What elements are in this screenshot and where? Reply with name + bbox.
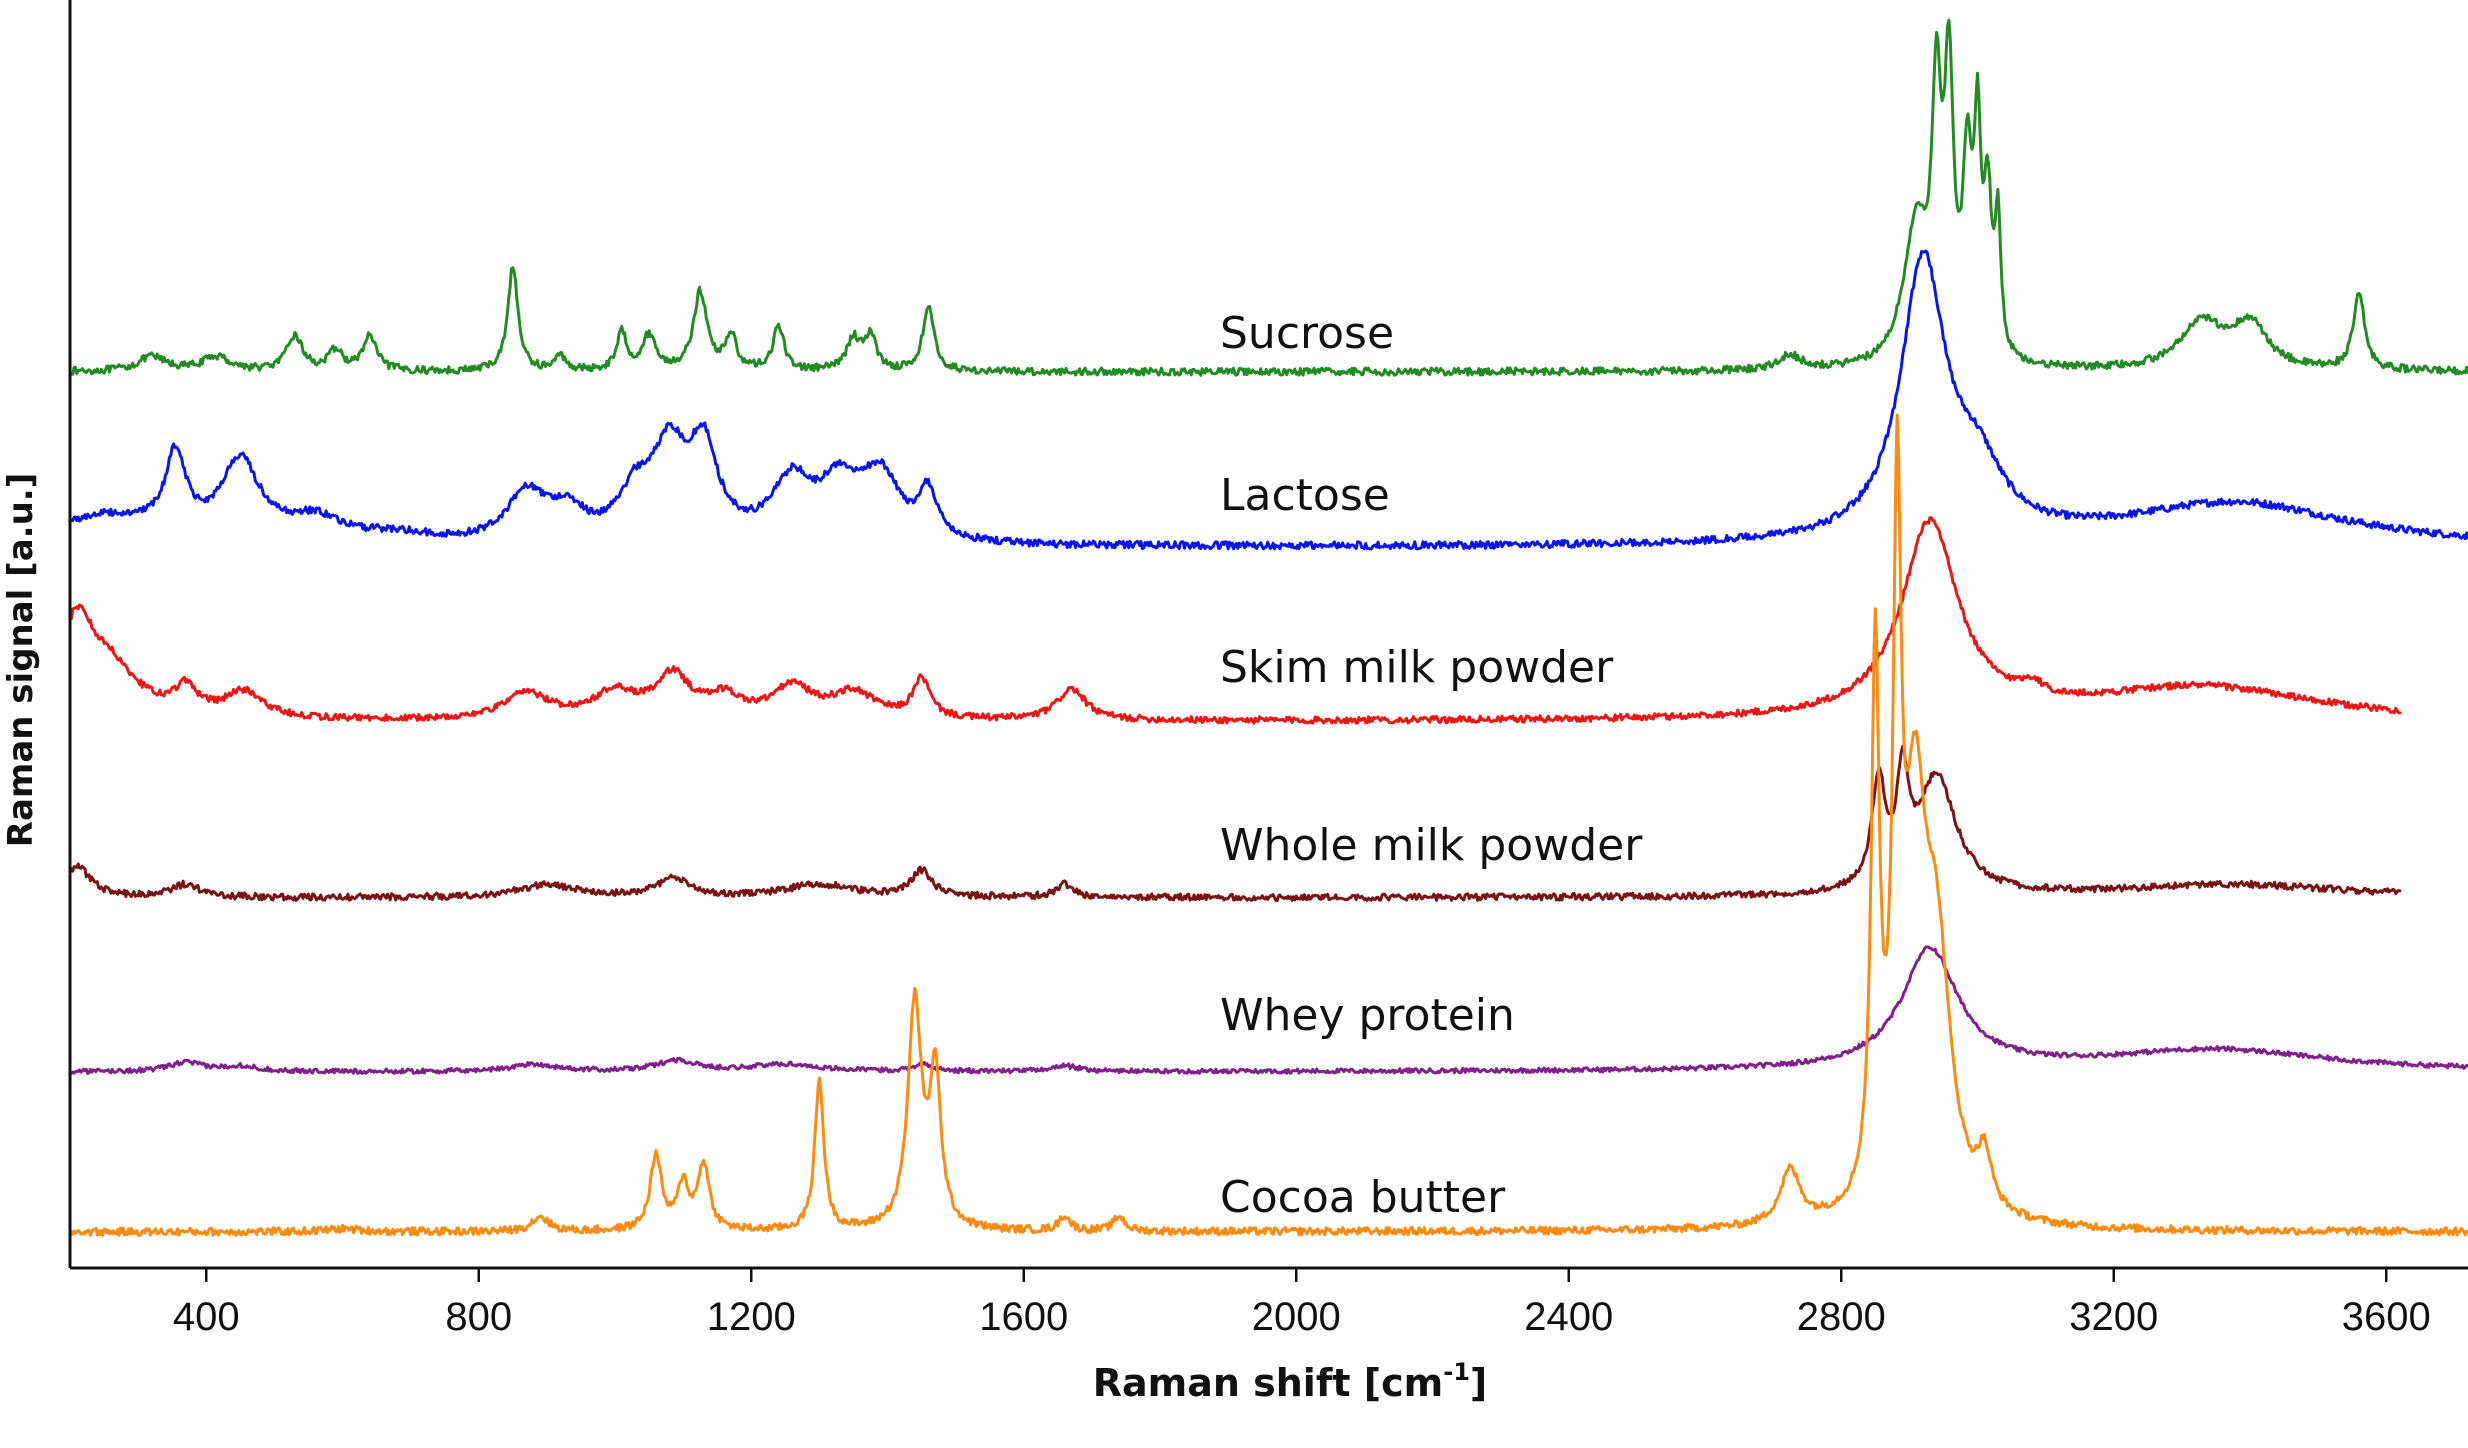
- spectrum-line-whole-milk-powder: [68, 745, 2402, 903]
- series-label: Sucrose: [1220, 308, 1394, 359]
- axes: [68, 0, 2468, 1270]
- x-tick-label: 2800: [1797, 1295, 1886, 1339]
- x-tick-label: 3600: [2342, 1295, 2431, 1339]
- series-label: Cocoa butter: [1220, 1172, 1506, 1223]
- series-labels: Sucrose Lactose Skim milk powder Whole milk…: [1220, 308, 1643, 1223]
- x-tick-label: 1200: [707, 1295, 796, 1339]
- spectrum-line-cocoa-butter: [68, 413, 2468, 1237]
- x-tick-label: 2000: [1252, 1295, 1341, 1339]
- x-ticks: 400 800 1200 1600 2000 2400 2800 3200 3600: [173, 1268, 2431, 1339]
- x-tick-label: 3200: [2069, 1295, 2158, 1339]
- y-axis-label: Raman signal [a.u.]: [1, 473, 41, 847]
- spectrum-line-sucrose: [68, 18, 2468, 377]
- series-label: Whey protein: [1220, 990, 1515, 1041]
- spectrum-line-whey-protein: [68, 945, 2468, 1075]
- spectrum-line-skim-milk-powder: [68, 516, 2402, 725]
- x-tick-label: 800: [445, 1295, 512, 1339]
- series-label: Whole milk powder: [1220, 820, 1643, 871]
- x-axis-label: Raman shift [cm-1]: [1093, 1358, 1488, 1405]
- spectra-traces: [68, 18, 2468, 1237]
- x-axis-label-close: ]: [1470, 1361, 1487, 1405]
- x-tick-label: 2400: [1524, 1295, 1613, 1339]
- x-tick-label: 400: [173, 1295, 240, 1339]
- series-label: Lactose: [1220, 470, 1390, 521]
- series-label: Skim milk powder: [1220, 642, 1614, 693]
- x-axis-label-main: Raman shift [cm: [1093, 1361, 1444, 1405]
- spectrum-line-lactose: [68, 249, 2468, 551]
- x-axis-label-sup: -1: [1443, 1358, 1470, 1386]
- x-tick-label: 1600: [979, 1295, 1068, 1339]
